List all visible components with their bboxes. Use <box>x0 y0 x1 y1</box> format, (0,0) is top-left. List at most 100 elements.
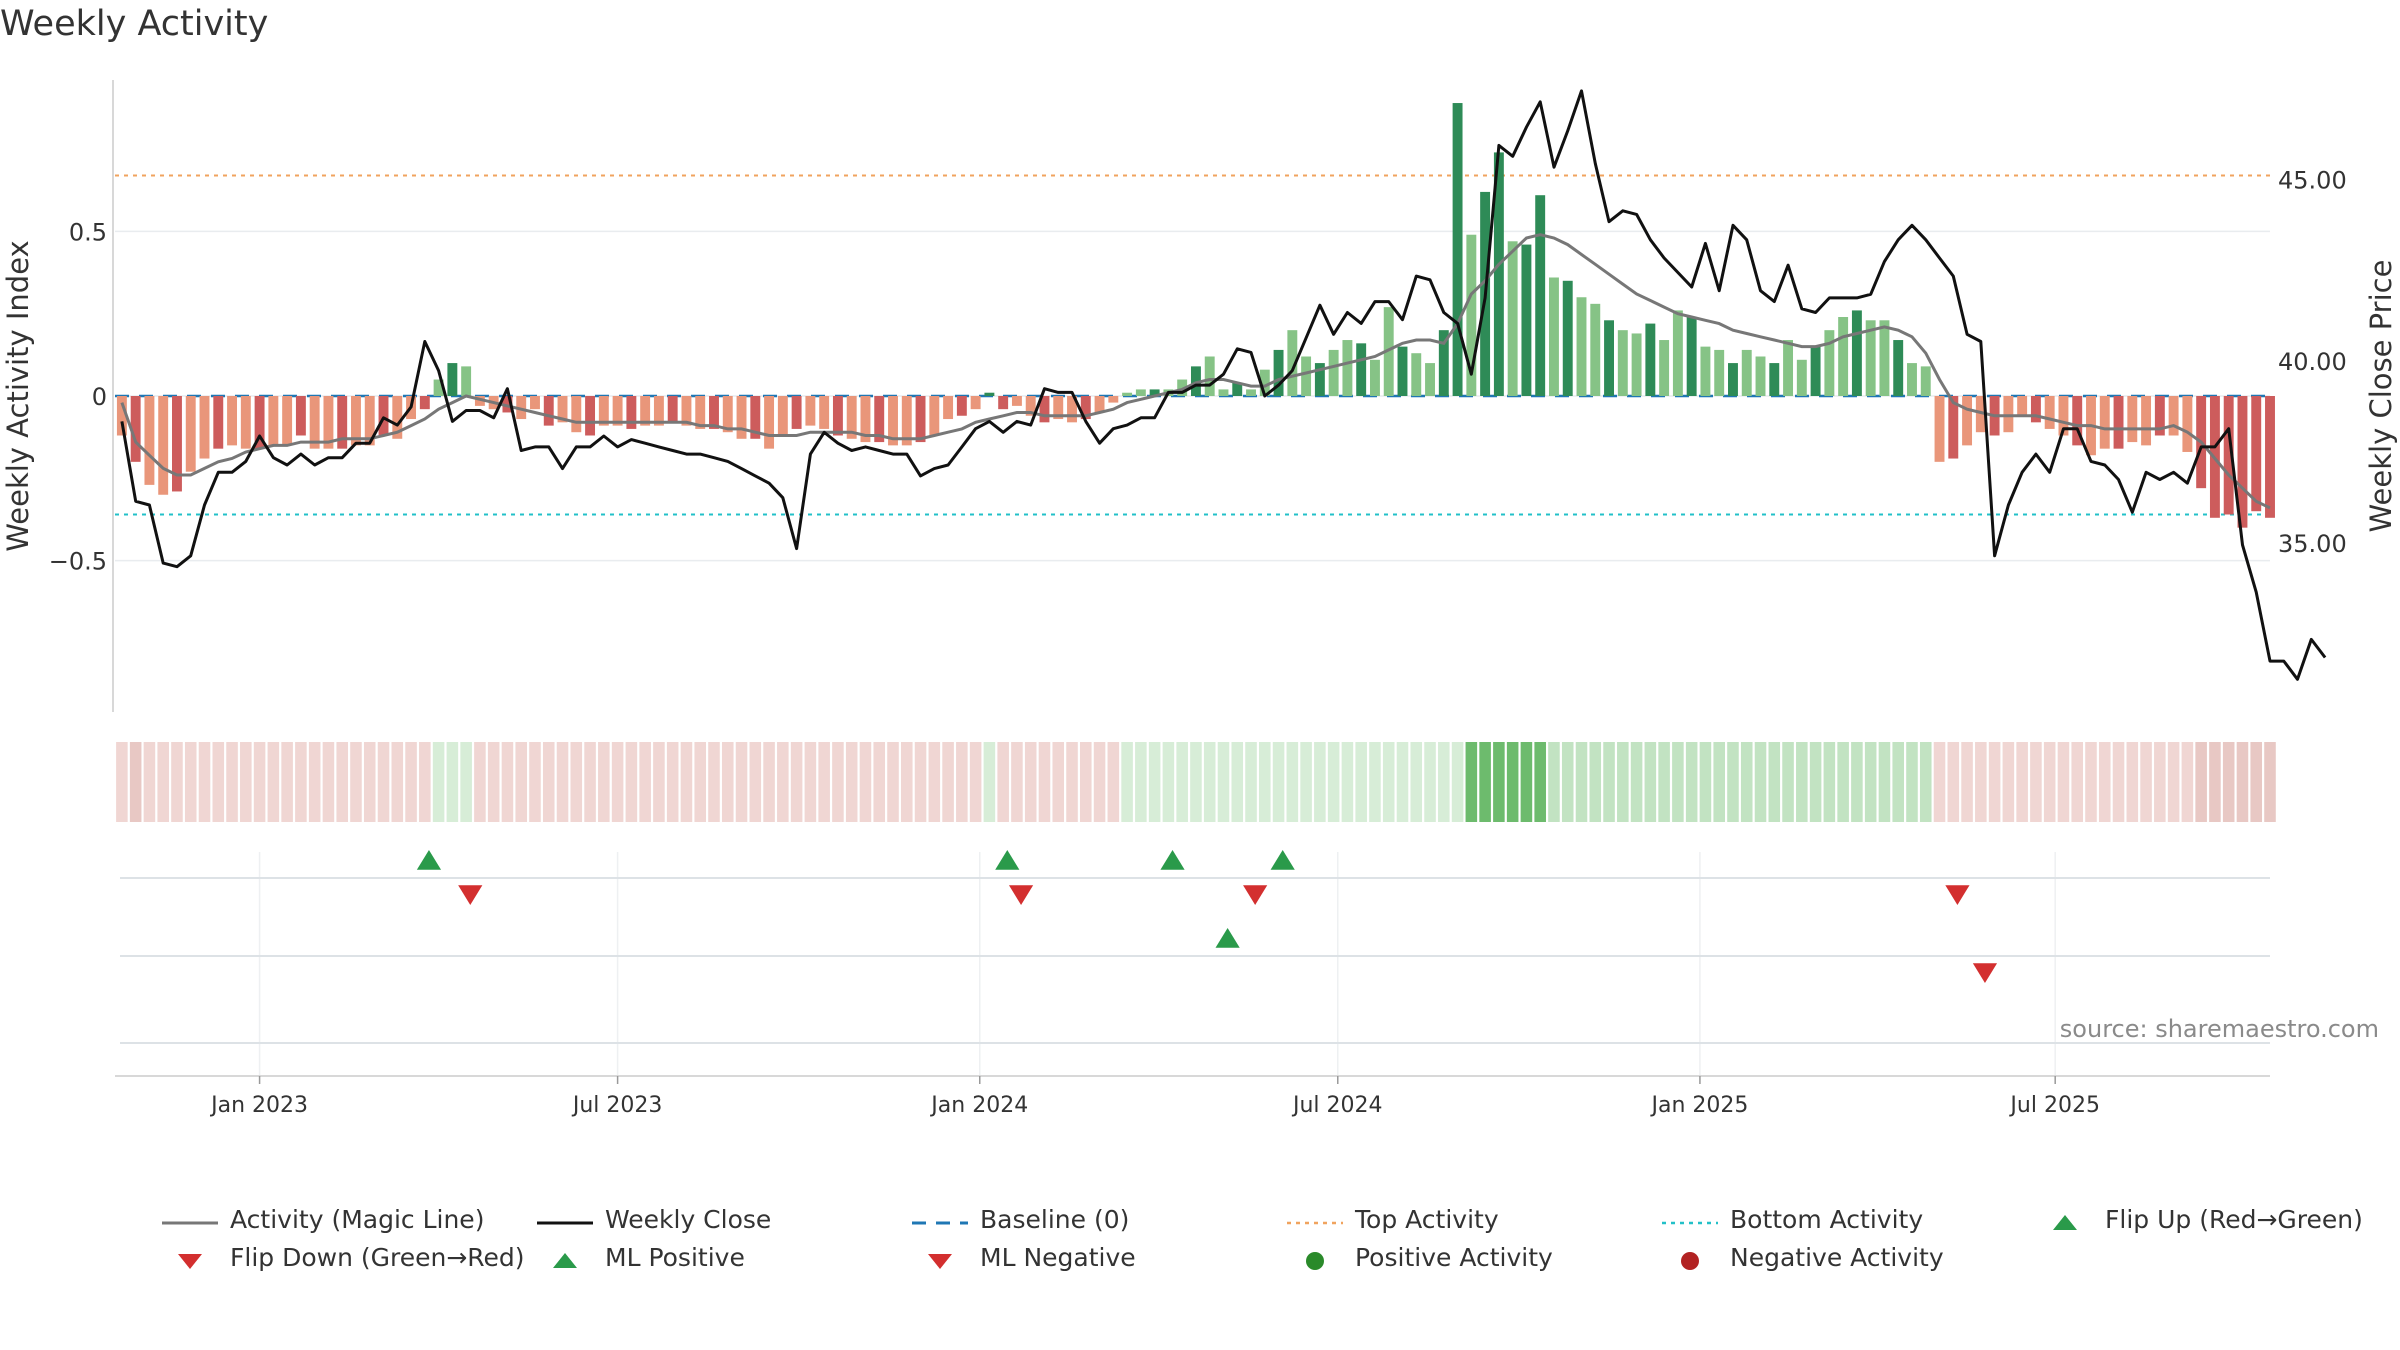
activity-bar <box>1356 343 1366 396</box>
strip-cell <box>571 742 583 822</box>
strip-cell <box>1287 742 1299 822</box>
strip-cell <box>1163 742 1175 822</box>
strip-cell <box>281 742 293 822</box>
activity-bar <box>2182 396 2192 452</box>
activity-bar <box>2114 396 2124 449</box>
legend-item: Flip Up (Red→Green) <box>2035 1205 2363 1234</box>
strip-cell <box>1466 742 1478 822</box>
strip-cell <box>1176 742 1188 822</box>
strip-cell <box>1672 742 1684 822</box>
strip-cell <box>860 742 872 822</box>
strip-cell <box>956 742 968 822</box>
flip-up-marker <box>1160 850 1184 870</box>
strip-cell <box>254 742 266 822</box>
activity-bar <box>971 396 981 409</box>
legend-item: Top Activity <box>1285 1205 1499 1234</box>
legend-symbol <box>160 1210 220 1230</box>
strip-cell <box>1424 742 1436 822</box>
legend-symbol <box>160 1248 220 1268</box>
strip-cell <box>1011 742 1023 822</box>
activity-bar <box>1728 363 1738 396</box>
strip-cell <box>1410 742 1422 822</box>
legend-label: Activity (Magic Line) <box>230 1205 484 1234</box>
legend-item: Positive Activity <box>1285 1243 1553 1272</box>
strip-cell <box>694 742 706 822</box>
activity-bar <box>2031 396 2041 422</box>
strip-cell <box>1355 742 1367 822</box>
strip-cell <box>212 742 224 822</box>
strip-cell <box>1521 742 1533 822</box>
activity-bar <box>296 396 306 436</box>
strip-cell <box>268 742 280 822</box>
activity-bar <box>1549 278 1559 397</box>
activity-bar <box>1700 347 1710 396</box>
activity-bar <box>1893 340 1903 396</box>
strip-cell <box>846 742 858 822</box>
legend-label: Top Activity <box>1355 1205 1499 1234</box>
strip-cell <box>667 742 679 822</box>
flip-up-marker <box>995 850 1019 870</box>
strip-cell <box>584 742 596 822</box>
strip-cell <box>1149 742 1161 822</box>
activity-bar <box>172 396 182 491</box>
strip-cell <box>2003 742 2015 822</box>
activity-bar <box>1797 360 1807 396</box>
strip-cell <box>1397 742 1409 822</box>
y2-tick-label: 45.00 <box>2278 167 2347 195</box>
strip-cell <box>2071 742 2083 822</box>
activity-bar <box>1329 350 1339 396</box>
activity-bar <box>668 396 678 422</box>
strip-cell <box>543 742 555 822</box>
activity-bar <box>957 396 967 416</box>
strip-cell <box>171 742 183 822</box>
activity-bar <box>1425 363 1435 396</box>
source-credit: source: sharemaestro.com <box>2060 1015 2379 1043</box>
activity-bar <box>2003 396 2013 432</box>
strip-cell <box>2140 742 2152 822</box>
legend-item: Bottom Activity <box>1660 1205 1923 1234</box>
activity-bar <box>1714 350 1724 396</box>
strip-cell <box>309 742 321 822</box>
strip-cell <box>1300 742 1312 822</box>
strip-cell <box>639 742 651 822</box>
strip-cell <box>1727 742 1739 822</box>
activity-bar <box>1012 396 1022 406</box>
activity-bar <box>1742 350 1752 396</box>
strip-cell <box>2168 742 2180 822</box>
activity-bar <box>571 396 581 432</box>
activity-bar <box>1246 389 1256 396</box>
y-tick-label: 0.5 <box>69 218 107 246</box>
legend-symbol <box>1660 1248 1720 1268</box>
strip-cell <box>1576 742 1588 822</box>
strip-cell <box>295 742 307 822</box>
strip-cell <box>144 742 156 822</box>
strip-cell <box>1548 742 1560 822</box>
activity-bar <box>1122 393 1132 396</box>
legend-item: Weekly Close <box>535 1205 771 1234</box>
strip-cell <box>1851 742 1863 822</box>
activity-bar <box>764 396 774 449</box>
strip-cell <box>1589 742 1601 822</box>
strip-cell <box>1039 742 1051 822</box>
x-tick-label: Jan 2025 <box>1649 1093 1748 1118</box>
activity-bar <box>2265 396 2275 518</box>
activity-bar <box>916 396 926 442</box>
strip-cell <box>405 742 417 822</box>
strip-cell <box>1934 742 1946 822</box>
activity-bar <box>2127 396 2137 442</box>
legend-symbol <box>1285 1248 1345 1268</box>
activity-bar <box>1508 241 1518 396</box>
strip-cell <box>736 742 748 822</box>
strip-cell <box>777 742 789 822</box>
activity-bar <box>1219 389 1229 396</box>
strip-cell <box>1948 742 1960 822</box>
strip-cell <box>612 742 624 822</box>
activity-bar <box>819 396 829 429</box>
activity-bar <box>984 393 994 396</box>
activity-bar <box>1756 357 1766 397</box>
y2-tick-label: 35.00 <box>2278 530 2347 558</box>
activity-bar <box>709 396 719 429</box>
strip-cell <box>515 742 527 822</box>
activity-bar <box>585 396 595 436</box>
flip-down-marker <box>1945 885 1969 905</box>
